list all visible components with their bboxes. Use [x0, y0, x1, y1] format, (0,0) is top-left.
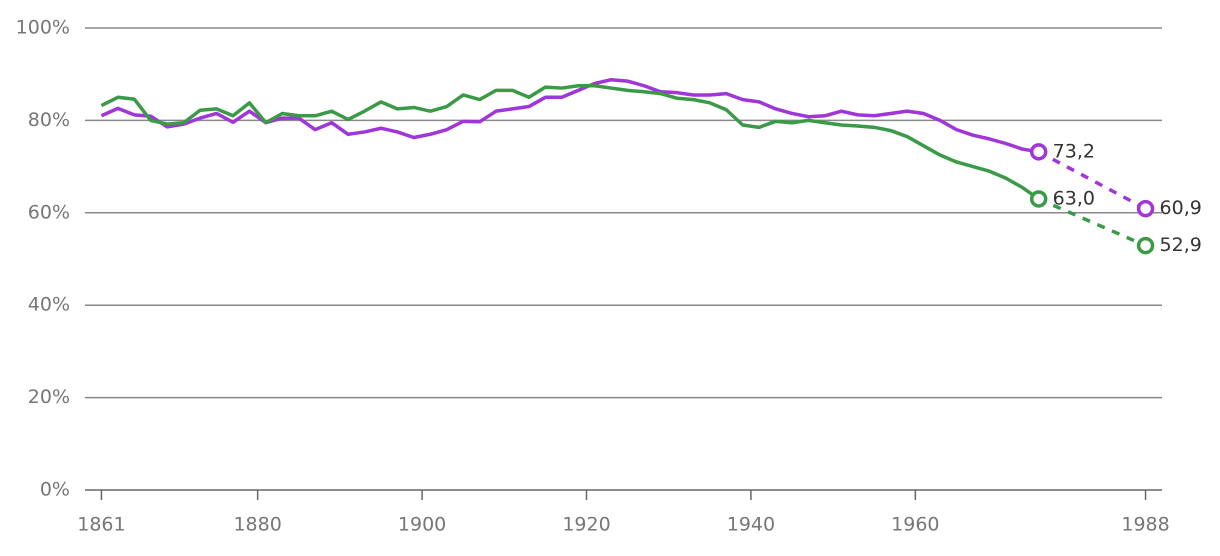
x-tick-label: 1920	[562, 514, 610, 536]
y-tick-label: 40%	[28, 294, 70, 316]
y-tick-label: 60%	[28, 201, 70, 223]
series-line	[100, 77, 1039, 154]
data-label: 73,2	[1053, 140, 1095, 162]
point-marker	[1029, 190, 1048, 208]
x-tick-label: 1861	[77, 514, 125, 536]
x-tick-label: 1900	[398, 514, 446, 536]
series-line	[1037, 197, 1147, 248]
series-line	[100, 84, 1040, 201]
x-tick-label: 1940	[727, 514, 775, 536]
data-label: 63,0	[1053, 187, 1095, 209]
y-tick-label: 100%	[16, 17, 70, 39]
x-tick-label: 1880	[233, 514, 281, 536]
x-tick-label: 1988	[1121, 514, 1169, 536]
data-label: 60,9	[1160, 197, 1202, 219]
x-tick-label: 1960	[891, 514, 939, 536]
series-line	[1037, 150, 1147, 211]
y-tick-label: 0%	[40, 479, 70, 501]
y-tick-label: 20%	[28, 386, 70, 408]
data-label: 52,9	[1160, 234, 1202, 256]
point-marker	[1136, 236, 1155, 255]
point-marker	[1029, 143, 1048, 161]
y-tick-label: 80%	[28, 109, 70, 131]
point-marker	[1136, 199, 1155, 218]
